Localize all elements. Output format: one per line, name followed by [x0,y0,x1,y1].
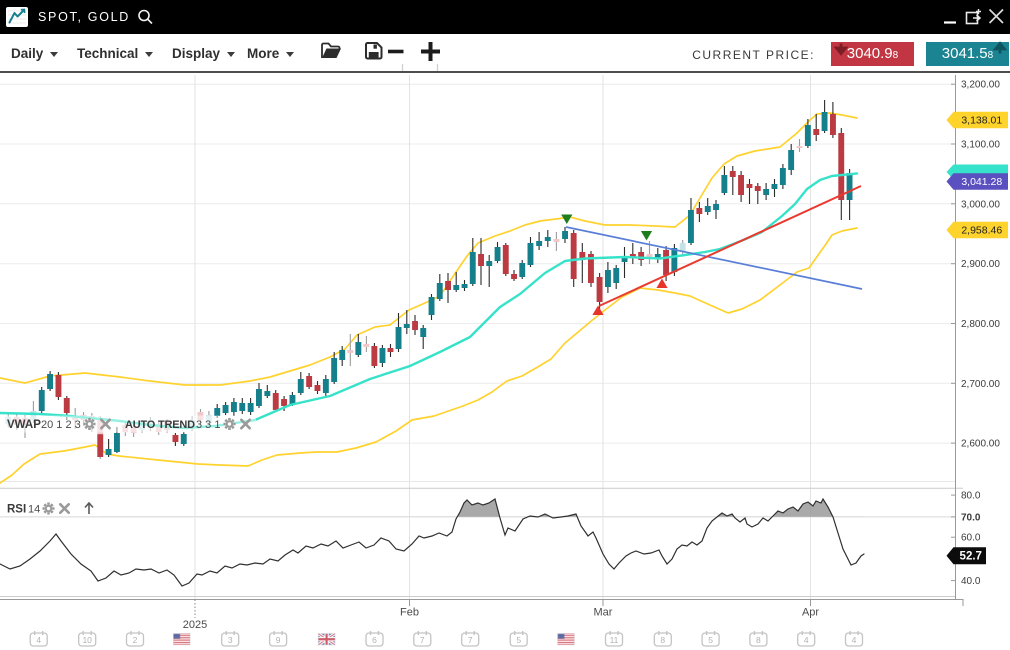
svg-text:7: 7 [420,635,425,645]
svg-text:60.0: 60.0 [961,533,981,544]
svg-text:9: 9 [276,635,281,645]
svg-text:52.7: 52.7 [960,550,982,562]
svg-text:AUTO TREND: AUTO TREND [125,419,195,431]
svg-text:2,900.00: 2,900.00 [961,259,1000,270]
svg-text:70.0: 70.0 [961,512,981,523]
svg-text:3,138.01: 3,138.01 [961,115,1002,127]
svg-text:20 1 2 3: 20 1 2 3 [41,419,81,431]
svg-text:8: 8 [660,635,665,645]
svg-text:Apr: Apr [802,607,819,619]
svg-text:RSI: RSI [7,504,26,516]
svg-text:Mar: Mar [594,607,613,619]
svg-text:8: 8 [756,635,761,645]
svg-text:5: 5 [516,635,521,645]
svg-text:6: 6 [372,635,377,645]
svg-text:3,100.00: 3,100.00 [961,140,1000,151]
svg-text:10: 10 [82,635,92,645]
svg-text:2025: 2025 [183,619,207,631]
svg-text:2,800.00: 2,800.00 [961,319,1000,330]
svg-text:2: 2 [133,635,138,645]
svg-text:4: 4 [804,635,809,645]
svg-text:Feb: Feb [400,607,419,619]
svg-text:4: 4 [36,635,41,645]
svg-text:3,000.00: 3,000.00 [961,199,1000,210]
svg-text:40.0: 40.0 [961,576,981,587]
svg-text:4: 4 [852,635,857,645]
svg-text:3,200.00: 3,200.00 [961,80,1000,91]
svg-text:3: 3 [228,635,233,645]
svg-text:11: 11 [610,635,619,645]
svg-text:80.0: 80.0 [961,491,981,502]
svg-text:3 3 1: 3 3 1 [196,419,220,431]
svg-text:VWAP: VWAP [7,419,41,431]
svg-text:2,958.46: 2,958.46 [961,225,1002,237]
svg-text:14: 14 [28,504,40,516]
svg-text:7: 7 [468,635,473,645]
svg-text:5: 5 [708,635,713,645]
svg-text:2,700.00: 2,700.00 [961,379,1000,390]
svg-text:3,041.28: 3,041.28 [961,176,1002,188]
svg-text:2,600.00: 2,600.00 [961,439,1000,450]
